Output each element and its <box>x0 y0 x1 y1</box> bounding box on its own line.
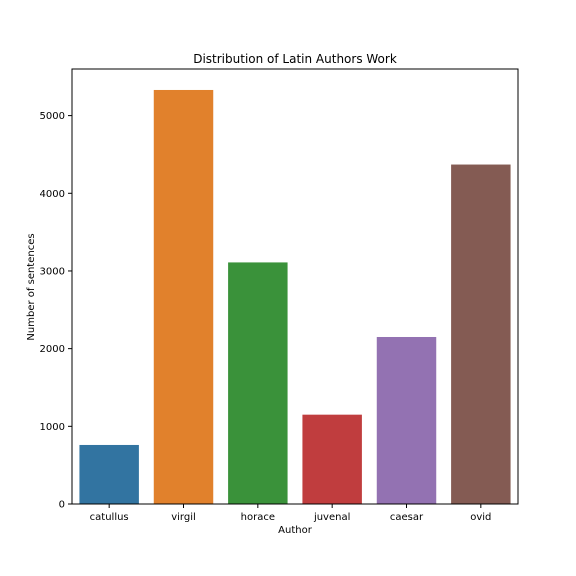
x-tick-label: juvenal <box>313 512 350 523</box>
y-tick-label: 2000 <box>40 344 65 355</box>
bar-virgil <box>153 89 214 504</box>
y-tick-label: 3000 <box>40 266 65 277</box>
y-tick-label: 4000 <box>40 189 65 200</box>
x-tick-label: catullus <box>90 512 129 523</box>
y-axis: 0 1000 2000 3000 4000 5000 <box>40 111 72 511</box>
x-tick-label: ovid <box>470 512 491 523</box>
x-axis: catullus virgil horace juvenal caesar ovid <box>90 504 491 523</box>
bars-group <box>79 89 511 505</box>
plot-frame <box>71 68 519 505</box>
y-tick-label: 0 <box>59 500 65 511</box>
x-tick-label: horace <box>241 512 275 523</box>
y-axis-title: Number of sentences <box>26 233 37 340</box>
y-tick-label: 1000 <box>40 422 65 433</box>
chart-title: Distribution of Latin Authors Work <box>193 52 397 66</box>
bar-ovid <box>451 164 511 505</box>
y-tick-label: 5000 <box>40 111 65 122</box>
x-tick-label: caesar <box>390 512 424 523</box>
bar-catullus <box>79 444 139 504</box>
x-tick-label: virgil <box>171 512 196 523</box>
bar-juvenal <box>302 414 362 504</box>
bar-horace <box>228 262 288 504</box>
bar-caesar <box>376 336 437 504</box>
x-axis-title: Author <box>278 525 313 536</box>
